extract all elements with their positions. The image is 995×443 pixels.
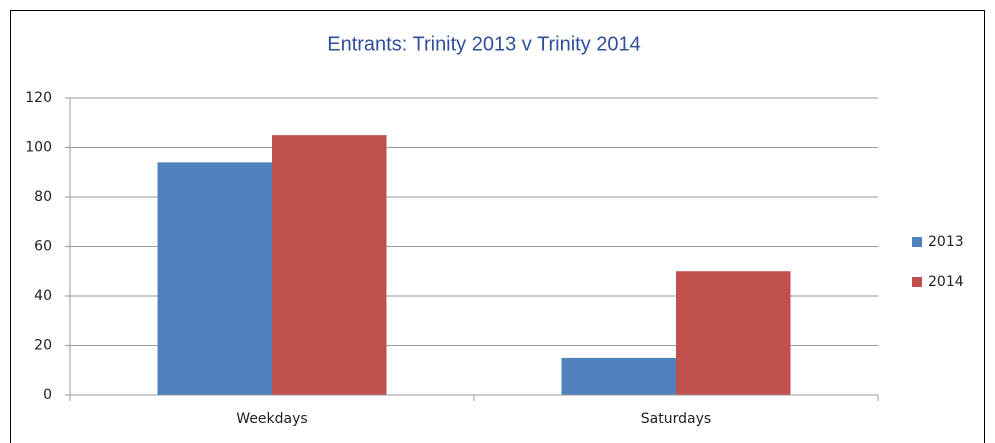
chart-frame xyxy=(10,10,985,443)
bar xyxy=(272,135,387,395)
x-tick-label: Weekdays xyxy=(236,411,307,427)
legend-swatch xyxy=(912,237,922,247)
y-tick-label: 120 xyxy=(25,90,52,106)
y-tick-label: 80 xyxy=(34,189,52,205)
chart-title: Entrants: Trinity 2013 v Trinity 2014 xyxy=(327,33,641,55)
x-tick-label: Saturdays xyxy=(641,411,711,427)
legend-label: 2014 xyxy=(928,274,964,290)
y-tick-label: 0 xyxy=(43,387,52,403)
bar xyxy=(676,271,791,395)
bar xyxy=(157,162,272,395)
legend-swatch xyxy=(912,277,922,287)
legend-label: 2013 xyxy=(928,234,964,250)
y-tick-label: 60 xyxy=(34,239,52,255)
y-tick-label: 40 xyxy=(34,288,52,304)
y-tick-label: 100 xyxy=(25,140,52,156)
y-tick-label: 20 xyxy=(34,338,52,354)
bar xyxy=(561,357,676,395)
